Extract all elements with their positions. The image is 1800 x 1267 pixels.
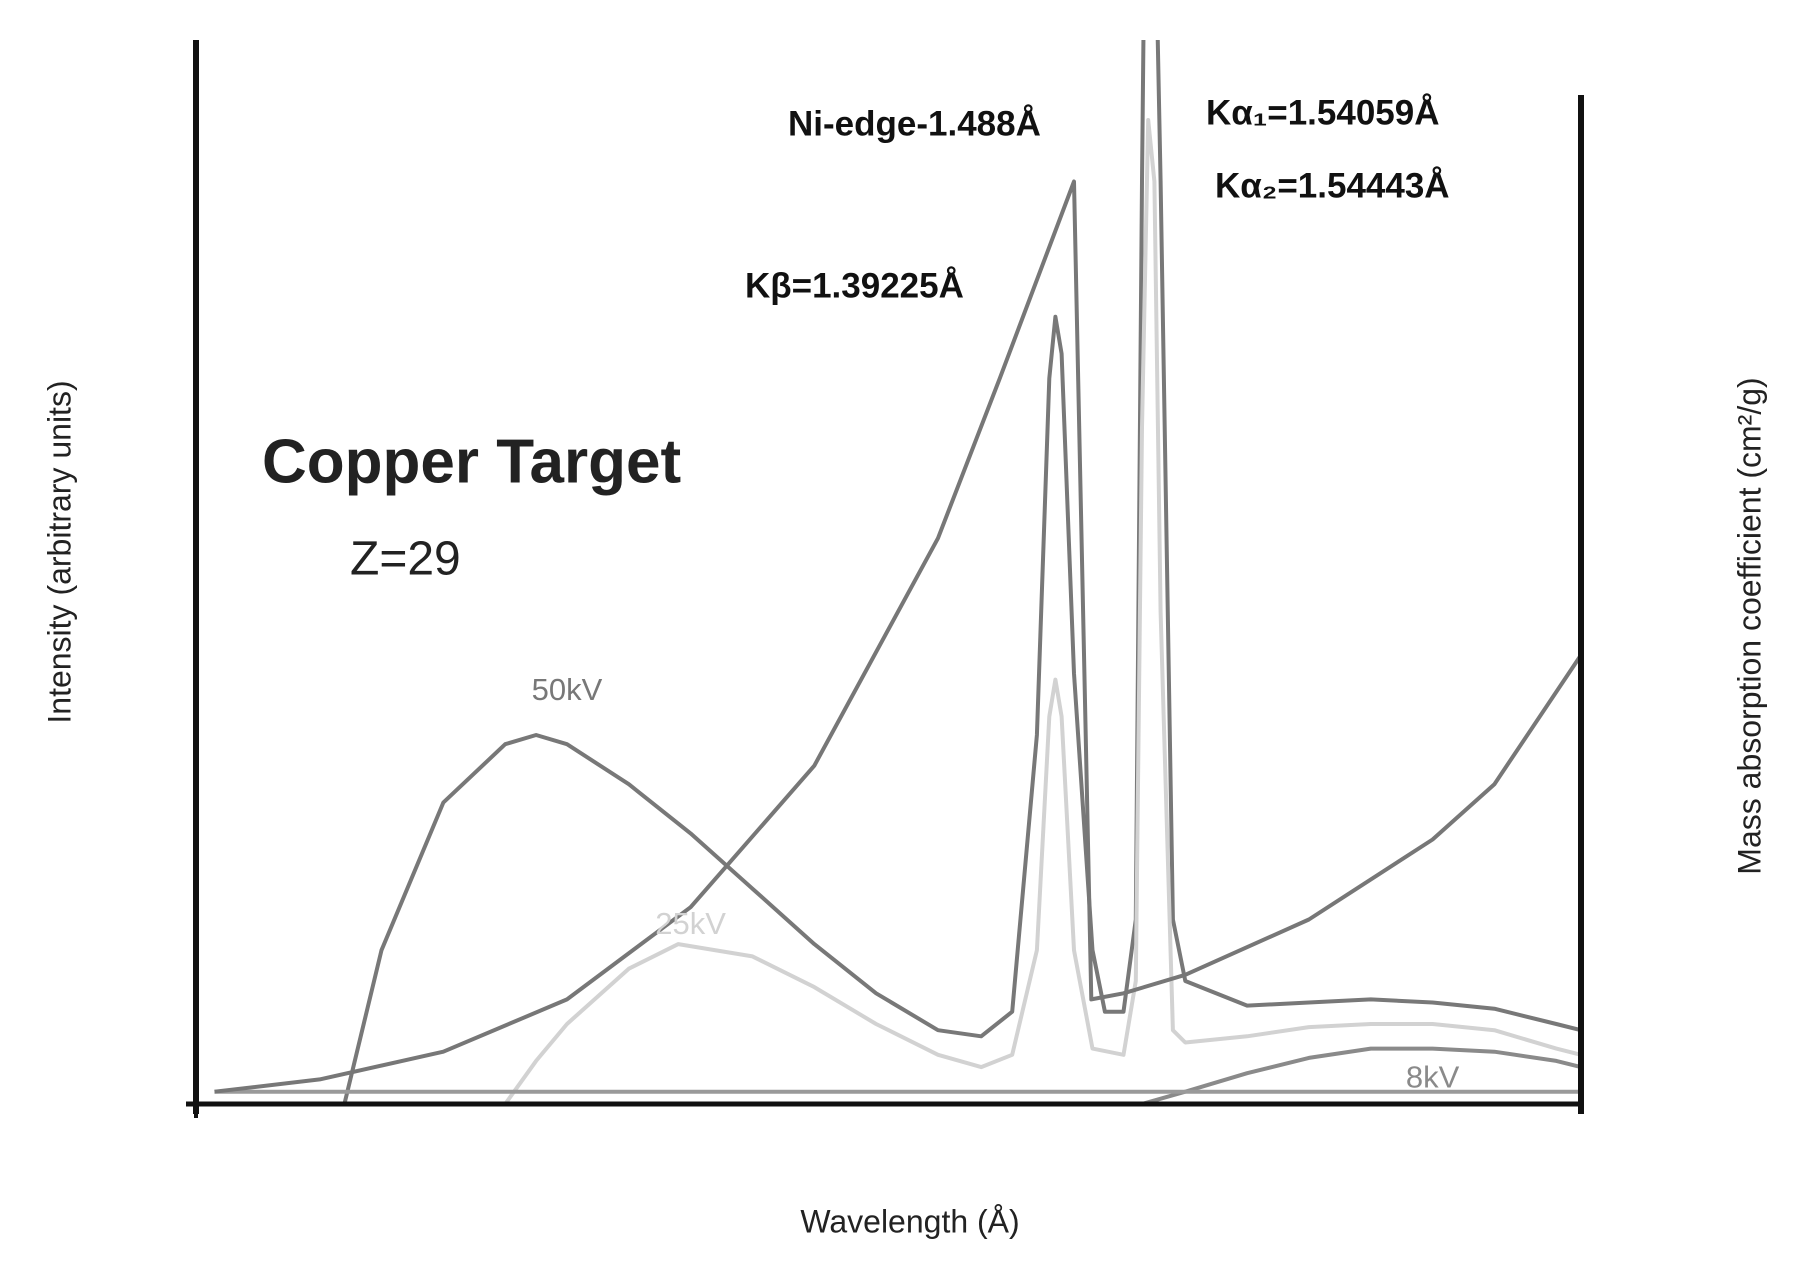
annotation: Ni-edge-1.488Å <box>788 103 1041 143</box>
series-line <box>342 40 1581 1104</box>
annotation: Kβ=1.39225Å <box>745 265 964 305</box>
series-line <box>214 179 1581 1094</box>
series-line <box>1141 1046 1581 1104</box>
chart-title: Copper Target <box>262 427 681 496</box>
y-axis-label: Intensity (arbitrary units) <box>41 380 77 723</box>
y2-axis-label: Mass absorption coefficient (cm²/g) <box>1731 377 1767 874</box>
plot-area <box>214 40 1581 1104</box>
annotation: Kα₂=1.54443Å <box>1215 165 1450 205</box>
annotation: Kα₁=1.54059Å <box>1206 92 1440 132</box>
series-line <box>503 118 1581 1104</box>
series-label: 8kV <box>1406 1060 1460 1095</box>
series-label: 50kV <box>532 672 603 707</box>
series-label: 25kV <box>655 906 726 941</box>
chart-subtitle: Z=29 <box>350 533 461 586</box>
x-axis-label: Wavelength (Å) <box>800 1203 1019 1239</box>
